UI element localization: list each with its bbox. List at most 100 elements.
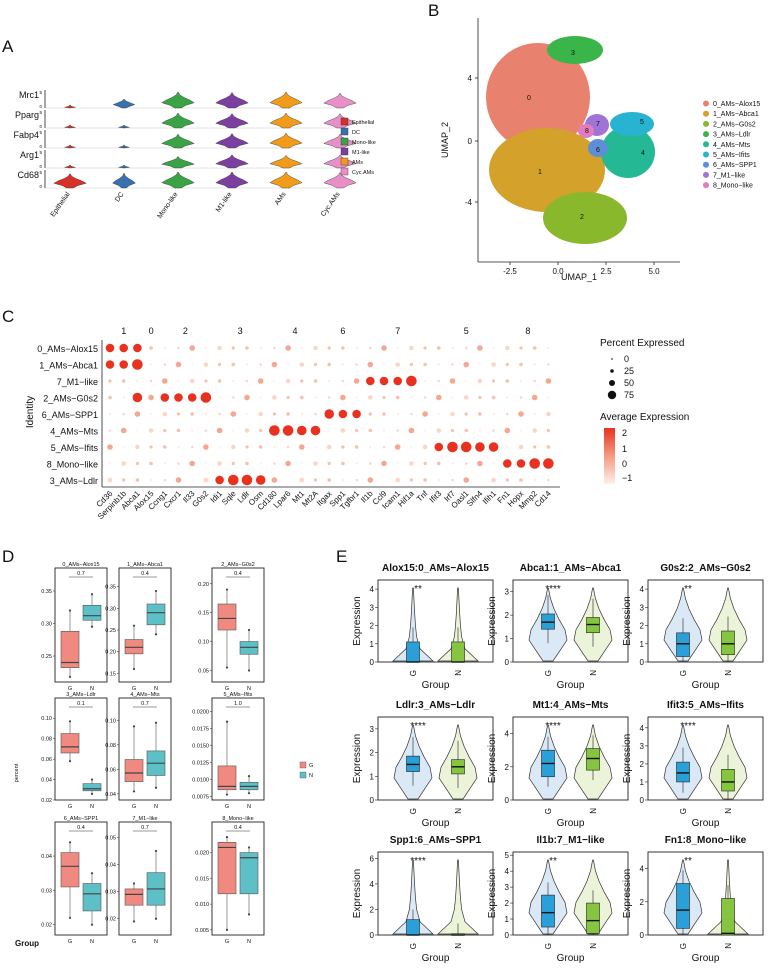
panel-c-dot (230, 411, 237, 417)
panel-c-dot (475, 442, 485, 452)
panel-d-point (90, 792, 94, 795)
panel-b-y-ticklabel: -4 (465, 198, 473, 207)
panel-c-dot (341, 346, 345, 350)
panel-d-facet-frame (118, 697, 172, 801)
panel-d-x-ticklabel: N (247, 804, 251, 810)
panel-c-dot (352, 409, 361, 419)
panel-c-dot (108, 379, 112, 383)
panel-e-significance: **** (410, 856, 426, 867)
panel-d-box (124, 759, 144, 782)
panel-d-y-ticklabel: 0.03 (105, 890, 116, 896)
panel-c-size-legend-dot (609, 380, 615, 386)
panel-e-significance: ** (684, 856, 692, 867)
panel-c-size-legend-label: 25 (624, 366, 634, 376)
panel-c-dot (310, 425, 321, 436)
panel-e-y-ticklabel: 3 (505, 588, 510, 597)
panel-c-dot (492, 412, 495, 416)
panel-c-dot (381, 345, 387, 351)
panel-e-x-ticklabel: N (589, 943, 598, 949)
panel-e-y-label: Expression (622, 734, 633, 783)
panel-c-dot (369, 346, 372, 350)
panel-c-dot (396, 462, 399, 465)
panel-c-dot (259, 346, 262, 350)
panel-d-x-ticklabel: G (225, 804, 229, 810)
panel-d-facet-frame (54, 821, 108, 936)
panel-c-dot (479, 479, 481, 481)
panel-c-dot (300, 379, 304, 383)
panel-c-dot (492, 462, 495, 465)
panel-a-legend-label: AMs (352, 160, 363, 166)
panel-b-x-ticklabel: 5.0 (648, 267, 660, 276)
panel-c-dot (108, 412, 112, 416)
panel-d-point (225, 666, 229, 669)
panel-d-facet-title: 1_AMs−Abca1 (127, 562, 163, 568)
panel-c-dot (328, 379, 331, 383)
panel-e-y-label: Expression (622, 596, 633, 645)
panel-e-facet-frame (512, 716, 629, 801)
panel-c-dot (328, 429, 331, 432)
panel-c-dot (135, 478, 140, 482)
panel-c-dot (492, 347, 495, 349)
panel-d-pvalue: 0.1 (77, 701, 85, 707)
panel-c-dot (231, 346, 235, 350)
panel-c-dot (479, 363, 481, 366)
panel-d-x-ticklabel: G (132, 939, 136, 945)
panel-b-cluster-3 (547, 36, 603, 64)
panel-d-point (247, 628, 251, 632)
panel-c-dot (132, 392, 143, 403)
panel-c-dot (299, 362, 305, 367)
panel-d-facet-frame (118, 821, 172, 936)
panel-e-facet-title: Abca1:1_AMs−Abca1 (520, 563, 622, 574)
panel-c-dot (287, 363, 289, 366)
panel-e-y-ticklabel: 4 (370, 880, 375, 889)
panel-e-box (676, 883, 690, 929)
panel-d-y-ticklabel: 0.10 (198, 640, 209, 646)
panel-c-size-legend-dot (610, 369, 614, 373)
panel-c-dot (410, 396, 413, 399)
panel-d-facet-title: 0_AMs−Alox15 (62, 562, 99, 568)
panel-e-box (586, 748, 600, 771)
panel-e-x-label: Group (422, 680, 450, 691)
panel-e-x-ticklabel: G (544, 670, 553, 676)
panel-c-dot (547, 478, 550, 482)
panel-d-y-ticklabel: 0.15 (198, 611, 209, 617)
panel-c-dot (314, 412, 317, 416)
panel-d-pvalue: 0.7 (77, 571, 85, 577)
panel-c-dot (177, 462, 180, 465)
panel-e-y-ticklabel: 4 (505, 730, 510, 739)
panel-c-dot (286, 395, 290, 400)
panel-c-dot (135, 444, 140, 450)
panel-c-dot (149, 346, 153, 350)
panel-c-dot (409, 478, 413, 482)
panel-c-dot (150, 478, 153, 482)
panel-c-dot (133, 343, 142, 353)
panel-c-dot (150, 413, 153, 415)
panel-e-y-label: Expression (352, 596, 363, 645)
panel-a-violin (323, 172, 357, 189)
panel-d-point (225, 836, 229, 839)
panel-d-point (68, 916, 72, 919)
panel-d-y-ticklabel: 0.0075 (192, 795, 209, 801)
panel-e-x-ticklabel: N (724, 670, 733, 676)
panel-c-dot (217, 379, 222, 383)
panel-c-dot (241, 474, 253, 486)
panel-c-dot (271, 361, 278, 368)
panel-c-dot (396, 429, 400, 432)
panel-c-dot (406, 375, 417, 387)
panel-c-dot (203, 444, 209, 450)
panel-c-dot (244, 428, 250, 433)
panel-e-x-ticklabel: G (409, 943, 418, 949)
panel-c-dot (409, 461, 414, 466)
panel-c-dot (204, 379, 208, 383)
panel-d-y-ticklabel: 0.04 (41, 778, 52, 784)
panel-d-point (90, 593, 94, 596)
panel-e-facet-frame (512, 851, 629, 936)
panel-e-y-ticklabel: 0 (505, 931, 510, 940)
panel-d-y-ticklabel: 0.05 (198, 668, 209, 674)
panel-c-dot (409, 362, 413, 367)
panel-b-x-ticklabel: 2.5 (600, 267, 612, 276)
panel-e-x-ticklabel: G (409, 670, 418, 676)
